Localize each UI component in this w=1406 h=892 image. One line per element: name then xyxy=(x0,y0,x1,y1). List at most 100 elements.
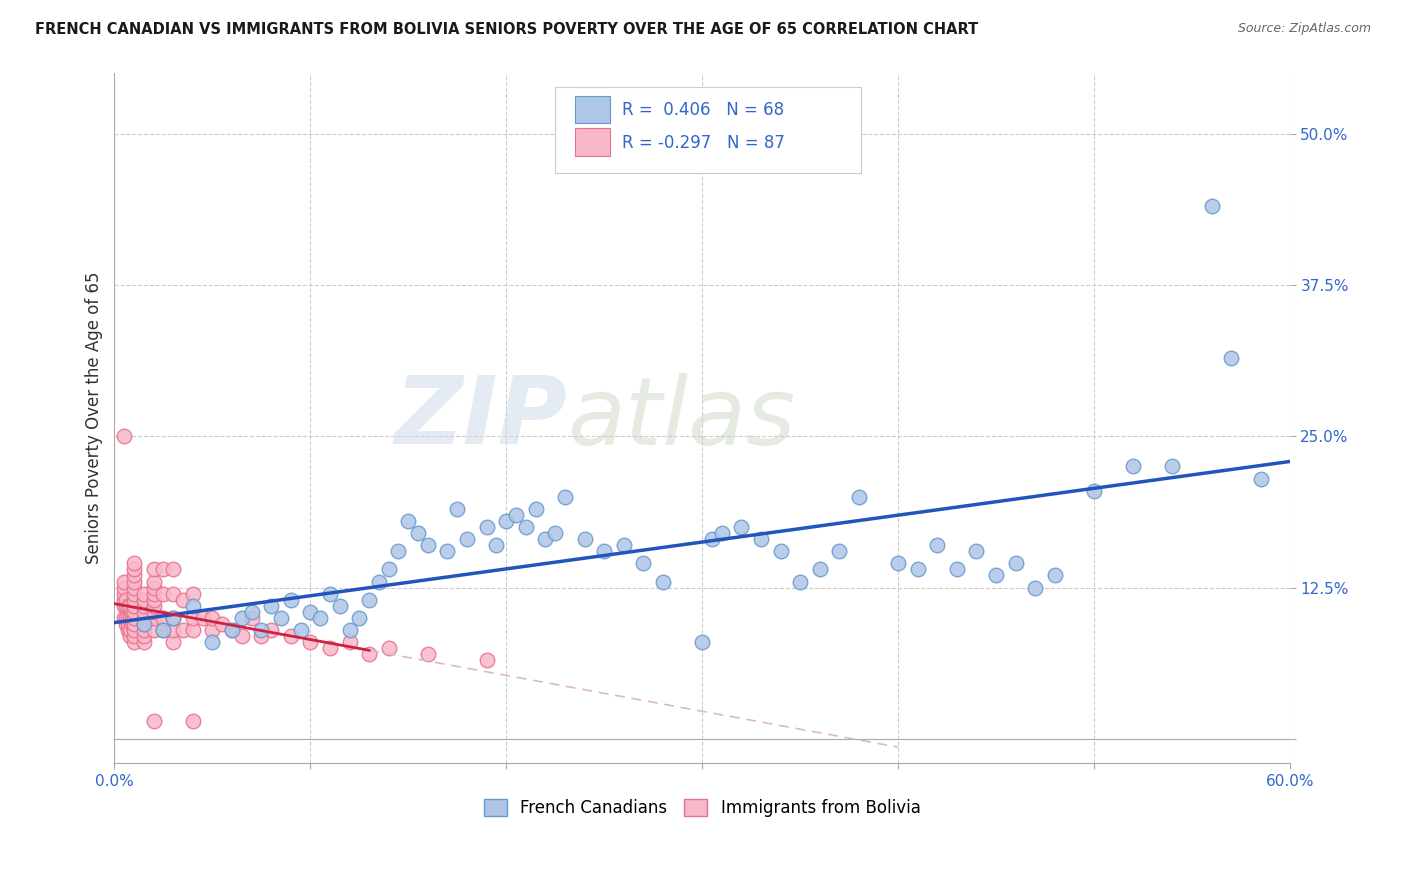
Point xyxy=(115,616,138,631)
Point xyxy=(240,605,263,619)
Point xyxy=(211,616,233,631)
Point xyxy=(142,623,165,637)
Point xyxy=(112,599,135,613)
Point xyxy=(132,623,155,637)
Point xyxy=(231,611,253,625)
Point xyxy=(1161,459,1184,474)
Point xyxy=(122,605,145,619)
Point xyxy=(280,629,302,643)
Point xyxy=(142,611,165,625)
Point xyxy=(1004,557,1026,571)
Point xyxy=(221,623,243,637)
Point xyxy=(132,616,155,631)
Point xyxy=(1024,581,1046,595)
Point xyxy=(117,599,139,613)
Point xyxy=(377,562,399,576)
Point xyxy=(201,611,224,625)
Point xyxy=(1083,483,1105,498)
Point xyxy=(162,562,184,576)
Point xyxy=(730,520,752,534)
Point xyxy=(808,562,831,576)
Point xyxy=(359,647,381,661)
Point xyxy=(515,520,537,534)
Point xyxy=(122,599,145,613)
Point xyxy=(593,544,616,558)
Point xyxy=(231,629,253,643)
Point xyxy=(121,616,143,631)
Text: R =  0.406   N = 68: R = 0.406 N = 68 xyxy=(623,101,785,119)
Point xyxy=(112,574,135,589)
Point xyxy=(495,514,517,528)
Point xyxy=(359,592,381,607)
Point xyxy=(367,574,389,589)
Point xyxy=(319,586,342,600)
Point xyxy=(349,611,371,625)
Point xyxy=(946,562,969,576)
Point xyxy=(181,599,204,613)
Point xyxy=(339,623,361,637)
Point xyxy=(280,592,302,607)
Point xyxy=(309,611,332,625)
Point xyxy=(221,623,243,637)
Point xyxy=(112,581,135,595)
Point xyxy=(181,611,204,625)
Text: ZIP: ZIP xyxy=(394,372,567,464)
Point xyxy=(181,714,204,728)
Point xyxy=(250,623,273,637)
Point xyxy=(505,508,527,522)
Point xyxy=(132,616,155,631)
Point xyxy=(112,592,135,607)
Point xyxy=(927,538,949,552)
Point xyxy=(181,586,204,600)
Point xyxy=(396,514,419,528)
Point xyxy=(1201,199,1223,213)
FancyBboxPatch shape xyxy=(555,87,860,173)
Point xyxy=(633,557,655,571)
FancyBboxPatch shape xyxy=(575,128,610,156)
Point xyxy=(907,562,929,576)
Point xyxy=(152,623,174,637)
Point xyxy=(132,629,155,643)
Legend: French Canadians, Immigrants from Bolivia: French Canadians, Immigrants from Bolivi… xyxy=(477,792,928,824)
Point xyxy=(162,611,184,625)
FancyBboxPatch shape xyxy=(575,95,610,123)
Point xyxy=(152,586,174,600)
Point xyxy=(475,520,498,534)
Point xyxy=(416,647,439,661)
Point xyxy=(162,623,184,637)
Point xyxy=(1122,459,1144,474)
Point xyxy=(690,635,713,649)
Point xyxy=(142,562,165,576)
Point xyxy=(115,599,138,613)
Point xyxy=(122,629,145,643)
Point xyxy=(377,641,399,656)
Point xyxy=(121,605,143,619)
Point xyxy=(848,490,870,504)
Point xyxy=(120,611,142,625)
Point xyxy=(339,635,361,649)
Point xyxy=(120,623,142,637)
Point xyxy=(115,611,138,625)
Point xyxy=(142,592,165,607)
Point xyxy=(122,557,145,571)
Point xyxy=(122,623,145,637)
Text: FRENCH CANADIAN VS IMMIGRANTS FROM BOLIVIA SENIORS POVERTY OVER THE AGE OF 65 CO: FRENCH CANADIAN VS IMMIGRANTS FROM BOLIV… xyxy=(35,22,979,37)
Point xyxy=(122,562,145,576)
Point xyxy=(132,586,155,600)
Point xyxy=(132,635,155,649)
Point xyxy=(700,532,723,546)
Point xyxy=(122,574,145,589)
Point xyxy=(152,562,174,576)
Point xyxy=(299,635,322,649)
Point xyxy=(142,605,165,619)
Point xyxy=(329,599,352,613)
Point xyxy=(117,623,139,637)
Point xyxy=(122,586,145,600)
Point xyxy=(191,611,214,625)
Point xyxy=(122,568,145,582)
Point xyxy=(613,538,636,552)
Point xyxy=(142,714,165,728)
Point xyxy=(544,526,567,541)
Point xyxy=(965,544,987,558)
Point xyxy=(475,653,498,667)
